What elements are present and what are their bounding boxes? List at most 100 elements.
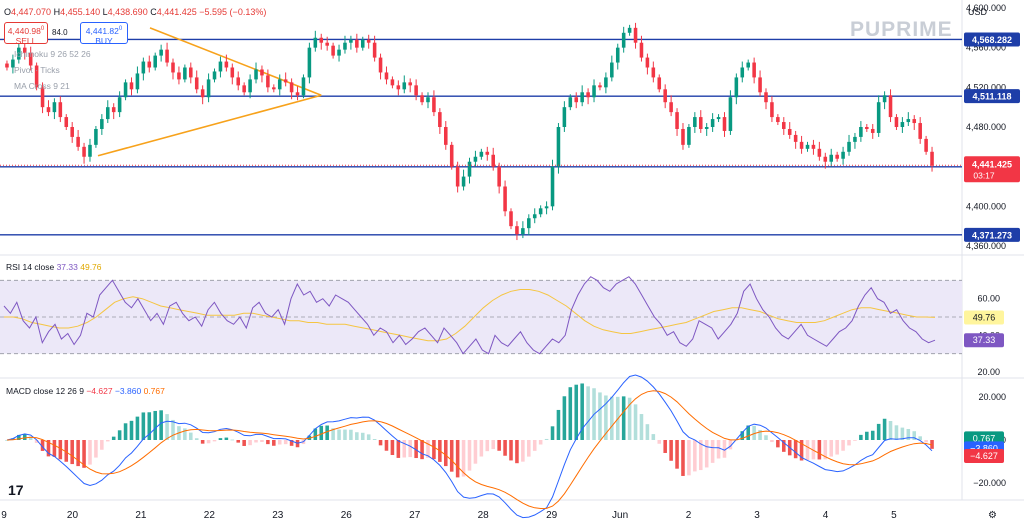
currency-label[interactable]: USD	[968, 7, 988, 17]
candle-body	[11, 59, 15, 68]
macd-histogram-bar	[372, 439, 377, 440]
macd-histogram-bar	[859, 434, 863, 440]
candle-body	[111, 107, 116, 113]
price-tick-label: 4,560.000	[966, 43, 1006, 53]
macd-histogram-bar	[58, 440, 63, 460]
candle-body	[912, 119, 917, 124]
rsi-value-tag	[964, 333, 1004, 348]
candle-body	[159, 49, 163, 56]
macd-histogram-bar	[698, 440, 703, 471]
macd-histogram-bar	[40, 440, 45, 451]
candle-body	[645, 57, 650, 68]
macd-histogram-bar	[811, 440, 816, 460]
macd-histogram-bar	[704, 440, 709, 468]
candle-body	[289, 82, 294, 93]
macd-histogram-bar	[521, 440, 525, 462]
candle-body	[313, 37, 318, 48]
buy-button[interactable]: 4,441.820 BUY	[80, 22, 128, 46]
candle-body	[509, 211, 513, 227]
macd-histogram-bar	[527, 440, 531, 457]
macd-histogram-bar	[532, 440, 537, 451]
candle-body	[325, 42, 329, 46]
macd-histogram-bar	[556, 409, 561, 440]
candle-body	[604, 77, 608, 88]
macd-histogram-bar	[776, 440, 780, 448]
macd-histogram-bar	[799, 440, 804, 461]
candle-body	[527, 218, 531, 229]
candle-body	[823, 156, 828, 162]
rsi-value-tag-label: 37.33	[973, 335, 996, 345]
macd-histogram-bar	[473, 440, 478, 464]
macd-histogram-bar	[325, 425, 329, 440]
macd-histogram-bar	[627, 397, 632, 440]
candle-body	[360, 39, 365, 48]
candle-body	[58, 102, 63, 118]
candle-body	[888, 95, 893, 118]
macd-histogram-bar	[17, 434, 21, 440]
macd-histogram-bar	[924, 440, 928, 443]
candle-body	[746, 62, 750, 68]
macd-histogram-bar	[254, 440, 258, 443]
rsi-legend[interactable]: RSI 14 close 37.33 49.76	[6, 262, 102, 272]
candle-body	[841, 151, 845, 159]
candle-body	[930, 151, 934, 166]
macd-histogram-bar	[319, 425, 324, 440]
candle-body	[615, 47, 620, 63]
candle-body	[592, 85, 596, 98]
tradingview-logo[interactable]: 17	[8, 482, 24, 498]
macd-histogram-bar	[171, 419, 175, 440]
candle-body	[734, 77, 739, 98]
candle-body	[698, 117, 703, 129]
macd-legend[interactable]: MACD close 12 26 9 −4.627 −3.860 0.767	[6, 386, 165, 396]
candle-body	[865, 127, 869, 129]
settings-gear-icon[interactable]: ⚙	[988, 510, 997, 521]
macd-histogram-bar	[675, 440, 679, 469]
macd-histogram-bar	[94, 440, 98, 458]
indicator-label-ichimoku[interactable]: Ichimoku 9 26 52 26	[14, 49, 91, 59]
level-price-label: 4,511.118	[972, 92, 1011, 102]
macd-histogram-bar	[266, 440, 270, 445]
macd-histogram-bar	[159, 410, 163, 440]
ohlc-high: 4,455.140	[60, 7, 101, 17]
candle-body	[876, 102, 881, 133]
macd-histogram-bar	[722, 440, 727, 458]
indicator-label-ma-cross[interactable]: MA Cross 9 21	[14, 81, 70, 91]
macd-histogram-bar	[598, 392, 602, 440]
candle-body	[776, 117, 780, 123]
macd-hist-tag-label: 0.767	[973, 433, 996, 443]
macd-histogram-bar	[64, 440, 69, 462]
price-tick-label: 4,400.000	[966, 201, 1006, 211]
candle-body	[331, 45, 335, 56]
candle-body	[574, 97, 579, 103]
candle-body	[900, 122, 905, 127]
candle-body	[675, 112, 679, 129]
rsi-legend-name: RSI 14 close	[6, 262, 55, 272]
macd-histogram-bar	[355, 432, 359, 440]
candle-body	[177, 72, 181, 80]
time-tick-label: 22	[204, 510, 216, 521]
candle-body	[693, 117, 697, 127]
candle-body	[461, 176, 466, 187]
candle-body	[521, 228, 525, 235]
candle-body	[704, 127, 709, 129]
time-tick-label: 23	[272, 510, 284, 521]
candle-body	[46, 107, 51, 113]
macd-histogram-bar	[337, 429, 341, 440]
candle-body	[206, 79, 211, 98]
candle-body	[230, 67, 235, 78]
macd-histogram-bar	[930, 440, 934, 449]
macd-histogram-bar	[165, 414, 169, 440]
buy-label: BUY	[95, 35, 113, 46]
candle-body	[586, 92, 590, 98]
macd-histogram-bar	[46, 440, 51, 457]
candle-body	[212, 71, 217, 80]
candle-body	[165, 49, 169, 63]
macd-histogram-bar	[289, 440, 294, 446]
macd-histogram-bar	[277, 440, 282, 445]
indicator-label-pivot[interactable]: Pivot · Ticks	[14, 65, 60, 75]
candle-body	[396, 85, 401, 90]
macd-histogram-bar	[509, 440, 513, 461]
countdown-label: 03:17	[973, 170, 995, 180]
sell-button[interactable]: 4,440.980 SELL	[4, 22, 48, 46]
